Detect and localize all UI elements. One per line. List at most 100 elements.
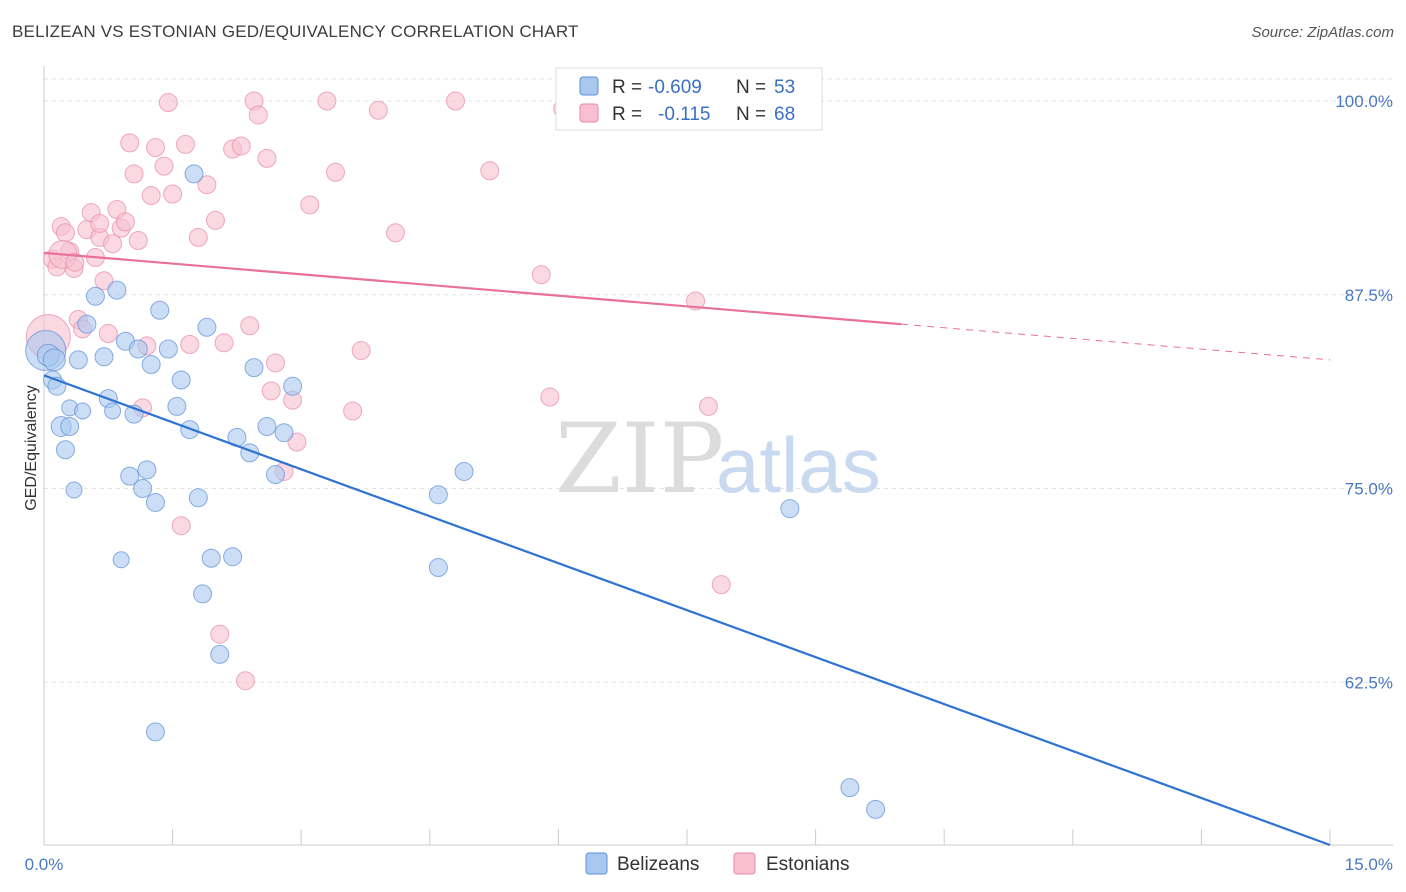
belizean-point-10 [77,314,97,334]
estonian-point-51 [343,401,363,421]
bottom-legend-swatch-estonians [733,852,756,875]
legend-n-value-0: 53 [774,77,795,98]
belizean-point-18 [120,466,140,486]
axes [43,66,1393,846]
legend-n-label-1: N = [736,104,766,125]
estonian-point-54 [386,223,406,243]
chart-source: Source: ZipAtlas.com [1251,24,1394,41]
belizean-point-22 [137,460,157,480]
y-tick-label-3: 100.0% [1335,92,1393,111]
legend-n-value-1: 68 [774,104,795,125]
belizean-point-27 [167,396,187,416]
estonian-point-60 [686,291,706,311]
belizean-point-31 [188,488,208,508]
belizean-point-39 [244,358,264,378]
estonian-point-35 [214,333,234,353]
estonian-point-26 [158,93,178,113]
estonian-point-41 [248,105,268,125]
belizean-point-40 [257,417,277,436]
estonian-point-39 [240,316,260,336]
estonian-point-38 [235,671,255,691]
estonian-trend-extension [901,323,1331,361]
stats-legend-box [555,67,823,131]
estonian-point-56 [480,161,500,181]
belizean-trend-line [43,374,1331,847]
bottom-legend-estonians: Estonians [766,854,849,875]
belizean-point-15 [107,280,127,300]
estonian-point-25 [154,156,174,176]
series-legend: Belizeans Estonians [585,852,849,875]
estonian-point-50 [325,162,345,182]
belizean-point-50 [866,799,886,819]
belizean-point-46 [454,461,474,481]
watermark: ZIP atlas [555,403,881,515]
belizean-point-25 [150,300,170,320]
y-tick-label-0: 62.5% [1345,673,1393,692]
belizean-point-52 [42,348,66,372]
estonian-point-29 [175,134,195,154]
stats-legend: R = -0.609 N = 53 R = -0.115 N = 68 [555,67,823,131]
belizean-point-30 [184,164,204,184]
estonian-point-27 [163,184,183,204]
belizean-point-12 [94,347,114,367]
belizean-point-9 [74,402,92,420]
estonian-point-33 [205,210,225,230]
estonian-point-37 [231,136,251,156]
y-tick-label-2: 87.5% [1345,286,1393,305]
data-points [25,91,886,819]
legend-swatch-belizeans [579,76,599,96]
x-tick-label-1: 15.0% [1345,855,1393,874]
estonian-point-15 [103,234,123,254]
estonian-point-64 [65,252,85,272]
belizean-point-41 [265,465,285,485]
legend-r-value-0: -0.609 [648,77,702,98]
estonian-point-55 [446,91,466,111]
estonian-point-66 [124,164,144,184]
legend-n-label-0: N = [736,77,766,98]
estonian-point-31 [188,227,208,247]
estonian-point-14 [98,324,118,343]
belizean-point-5 [55,440,75,460]
belizean-point-44 [428,485,448,505]
estonian-point-58 [540,387,560,407]
estonian-point-47 [287,432,307,452]
belizean-point-36 [223,547,243,567]
belizean-point-7 [65,481,83,499]
belizean-point-26 [158,339,178,359]
y-axis-title: GED/Equivalency [23,385,40,510]
estonian-point-43 [261,381,281,401]
belizean-point-32 [193,584,213,604]
bottom-legend-swatch-belizeans [585,852,608,875]
belizean-point-23 [141,355,161,374]
estonian-point-61 [698,396,718,416]
estonian-point-24 [145,138,165,157]
estonian-point-13 [94,271,114,291]
belizean-point-34 [201,548,221,568]
estonian-point-19 [120,133,140,153]
estonian-point-34 [210,624,230,644]
legend-r-label-1: R = [612,104,642,125]
legend-swatch-estonians [579,103,599,123]
estonian-point-42 [257,148,277,168]
trend-lines [43,251,1331,847]
belizean-point-49 [840,778,860,798]
belizean-point-45 [428,558,448,578]
legend-r-label-0: R = [612,77,642,98]
estonian-trend-line [43,251,902,326]
estonian-point-65 [90,213,110,233]
estonian-point-18 [115,212,135,232]
belizean-point-47 [145,722,165,742]
estonian-point-23 [141,186,161,206]
estonian-point-48 [300,195,320,215]
legend-r-value-1: -0.115 [658,104,710,125]
estonian-point-53 [368,100,388,120]
estonian-point-57 [531,265,551,285]
estonian-point-44 [265,353,285,373]
belizean-point-33 [197,317,217,337]
estonian-point-62 [711,575,731,595]
tick-labels: 62.5% 75.0% 87.5% 100.0% 0.0% 15.0% [25,92,1393,874]
estonian-point-30 [180,334,200,354]
belizean-point-42 [274,423,294,443]
belizean-point-35 [210,644,230,664]
